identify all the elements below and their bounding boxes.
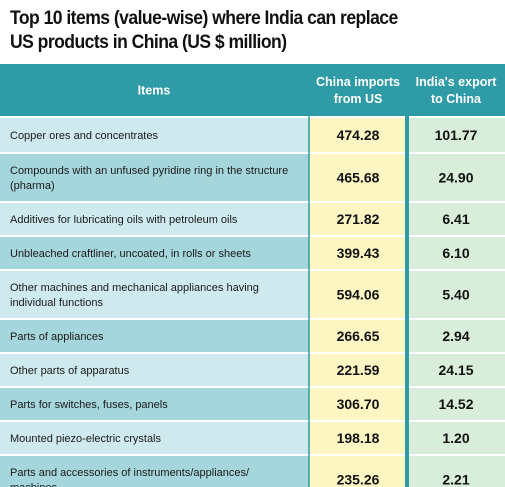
china-import-value: 235.26	[337, 471, 380, 487]
china-import-value: 266.65	[337, 328, 380, 344]
china-import-value: 594.06	[337, 286, 380, 302]
row-item-bg	[0, 203, 309, 235]
row-china-bg	[309, 271, 407, 318]
row-china-bg	[309, 354, 407, 386]
row-india-bg	[407, 320, 505, 352]
china-import-value: 221.59	[337, 362, 380, 378]
india-export-value: 2.21	[442, 471, 469, 487]
china-import-value: 474.28	[337, 127, 380, 143]
row-item-bg	[0, 388, 309, 420]
row-india-bg	[407, 388, 505, 420]
row-india-bg	[407, 237, 505, 269]
row-china-bg	[309, 320, 407, 352]
row-india-bg	[407, 422, 505, 454]
india-export-value: 24.15	[438, 362, 473, 378]
india-export-value: 5.40	[442, 286, 469, 302]
india-export-value: 6.10	[442, 245, 469, 261]
row-india-bg	[407, 456, 505, 487]
row-item-bg	[0, 237, 309, 269]
item-label: Compounds with an unfused pyridine ring …	[10, 165, 288, 192]
row-india-bg	[407, 203, 505, 235]
row-item-bg	[0, 456, 309, 487]
item-label: Mounted piezo-electric crystals	[10, 433, 162, 445]
row-china-bg	[309, 237, 407, 269]
row-india-bg	[407, 354, 505, 386]
row-item-bg	[0, 320, 309, 352]
china-import-value: 271.82	[337, 211, 380, 227]
india-export-value: 2.94	[442, 328, 469, 344]
row-china-bg	[309, 154, 407, 201]
china-import-value: 198.18	[337, 430, 380, 446]
data-table: Items China imports from US India's export t…	[0, 64, 505, 487]
header-band	[0, 64, 505, 116]
india-export-value: 6.41	[442, 211, 469, 227]
row-china-bg	[309, 388, 407, 420]
item-label: Unbleached craftliner, uncoated, in roll…	[10, 248, 251, 260]
china-import-value: 465.68	[337, 169, 380, 185]
row-india-bg	[407, 118, 505, 152]
item-label: Copper ores and concentrates	[10, 130, 158, 142]
column-header-1: China imports from US	[316, 75, 400, 106]
row-item-bg	[0, 118, 309, 152]
india-export-value: 1.20	[442, 430, 469, 446]
chart-title: Top 10 items (value-wise) where India ca…	[10, 7, 398, 53]
item-label: Parts of appliances	[10, 331, 104, 343]
india-export-value: 24.90	[438, 169, 473, 185]
china-import-value: 306.70	[337, 396, 380, 412]
item-label: Parts and accessories of instruments/app…	[10, 467, 250, 487]
row-item-bg	[0, 422, 309, 454]
india-export-value: 101.77	[435, 127, 478, 143]
row-china-bg	[309, 456, 407, 487]
item-label: Parts for switches, fuses, panels	[10, 399, 168, 411]
india-export-value: 14.52	[438, 396, 473, 412]
row-item-bg	[0, 154, 309, 201]
row-china-bg	[309, 203, 407, 235]
column-header-2: India's export to China	[416, 75, 498, 106]
item-label: Other machines and mechanical appliances…	[10, 282, 259, 309]
row-india-bg	[407, 154, 505, 201]
row-china-bg	[309, 118, 407, 152]
row-india-bg	[407, 271, 505, 318]
row-item-bg	[0, 271, 309, 318]
item-label: Other parts of apparatus	[10, 365, 130, 377]
column-header-0: Items	[138, 83, 171, 97]
row-item-bg	[0, 354, 309, 386]
row-china-bg	[309, 422, 407, 454]
item-label: Additives for lubricating oils with petr…	[10, 214, 238, 226]
china-import-value: 399.43	[337, 245, 380, 261]
